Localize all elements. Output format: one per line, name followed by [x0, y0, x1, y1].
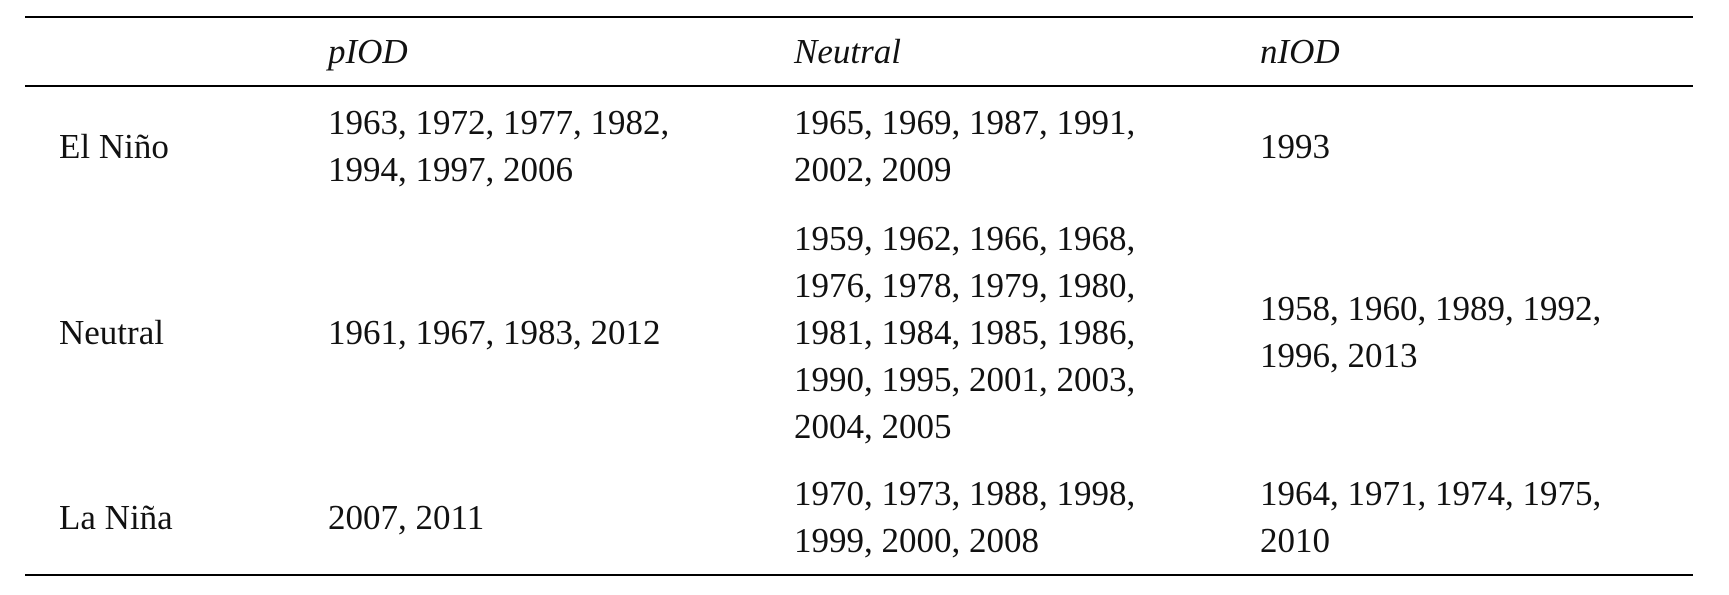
data-cell: 1958, 1960, 1989, 1992, 1996, 2013 — [1260, 206, 1670, 458]
data-cell: 1970, 1973, 1988, 1998, 1999, 2000, 2008 — [794, 458, 1204, 576]
row-label: Neutral — [59, 206, 319, 458]
row-label-text: Neutral — [59, 312, 164, 352]
header-rule — [25, 85, 1693, 87]
data-cell-text: 2007, 2011 — [328, 497, 485, 537]
data-cell-text: 1965, 1969, 1987, 1991, 2002, 2009 — [794, 103, 1136, 189]
header-cell: Neutral — [794, 28, 1204, 75]
row-label: La Niña — [59, 458, 319, 576]
bottom-rule — [25, 574, 1693, 576]
header-cell-text: nIOD — [1260, 32, 1340, 71]
data-cell: 1963, 1972, 1977, 1982, 1994, 1997, 2006 — [328, 86, 738, 206]
data-cell: 1959, 1962, 1966, 1968, 1976, 1978, 1979… — [794, 206, 1204, 458]
data-cell: 1965, 1969, 1987, 1991, 2002, 2009 — [794, 86, 1204, 206]
data-cell-text: 1959, 1962, 1966, 1968, 1976, 1978, 1979… — [794, 218, 1136, 446]
data-cell-text: 1993 — [1260, 126, 1330, 166]
top-rule — [25, 16, 1693, 18]
data-cell: 1961, 1967, 1983, 2012 — [328, 206, 738, 458]
row-label: El Niño — [59, 86, 319, 206]
data-cell-text: 1964, 1971, 1974, 1975, 2010 — [1260, 474, 1602, 560]
header-cell: nIOD — [1260, 28, 1670, 75]
data-cell-text: 1961, 1967, 1983, 2012 — [328, 312, 661, 352]
header-cell-text: pIOD — [328, 32, 408, 71]
data-cell-text: 1958, 1960, 1989, 1992, 1996, 2013 — [1260, 289, 1602, 375]
header-cell-text: Neutral — [794, 32, 901, 71]
data-cell: 1993 — [1260, 86, 1670, 206]
data-cell-text: 1970, 1973, 1988, 1998, 1999, 2000, 2008 — [794, 474, 1136, 560]
header-cell: pIOD — [328, 28, 738, 75]
row-label-text: La Niña — [59, 497, 173, 537]
data-cell: 2007, 2011 — [328, 458, 738, 576]
data-cell: 1964, 1971, 1974, 1975, 2010 — [1260, 458, 1670, 576]
row-label-text: El Niño — [59, 126, 169, 166]
data-cell-text: 1963, 1972, 1977, 1982, 1994, 1997, 2006 — [328, 103, 670, 189]
